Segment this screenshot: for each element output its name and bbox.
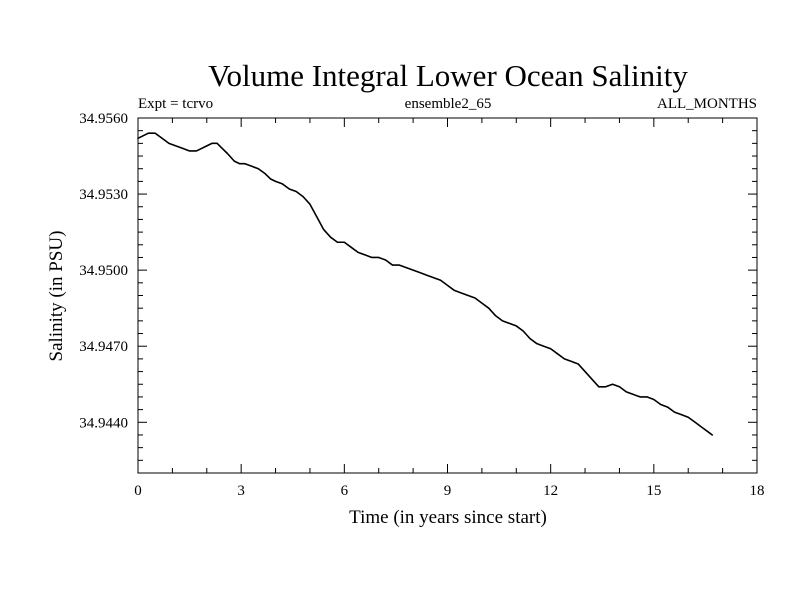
x-tick-label: 18 (750, 483, 765, 499)
x-axis-ticks (137, 118, 758, 473)
y-axis-ticks (138, 117, 757, 474)
x-tick-label: 15 (646, 483, 661, 499)
chart-subtitle-left: Expt = tcrvo (138, 96, 213, 112)
y-tick-label: 34.9440 (79, 415, 128, 431)
x-axis-tick-labels: 0 3 6 9 12 15 18 (134, 483, 764, 499)
x-axis-label: Time (in years since start) (349, 507, 547, 528)
y-tick-label: 34.9530 (79, 187, 128, 203)
y-tick-label: 34.9560 (79, 111, 128, 127)
y-tick-label: 34.9500 (79, 263, 128, 279)
y-axis-tick-labels: 34.9440 34.9470 34.9500 34.9530 34.9560 (79, 111, 128, 431)
plot-frame (137, 117, 758, 474)
chart-title: Volume Integral Lower Ocean Salinity (208, 58, 688, 93)
x-tick-label: 3 (237, 483, 245, 499)
chart-subtitle-right: ALL_MONTHS (657, 96, 757, 112)
chart-subtitle-center: ensemble2_65 (405, 96, 492, 112)
x-tick-label: 0 (134, 483, 142, 499)
series-line (137, 132, 714, 436)
x-tick-label: 9 (444, 483, 452, 499)
y-axis-label: Salinity (in PSU) (46, 231, 67, 362)
y-tick-label: 34.9470 (79, 339, 128, 355)
x-tick-label: 6 (341, 483, 349, 499)
x-tick-label: 12 (543, 483, 558, 499)
